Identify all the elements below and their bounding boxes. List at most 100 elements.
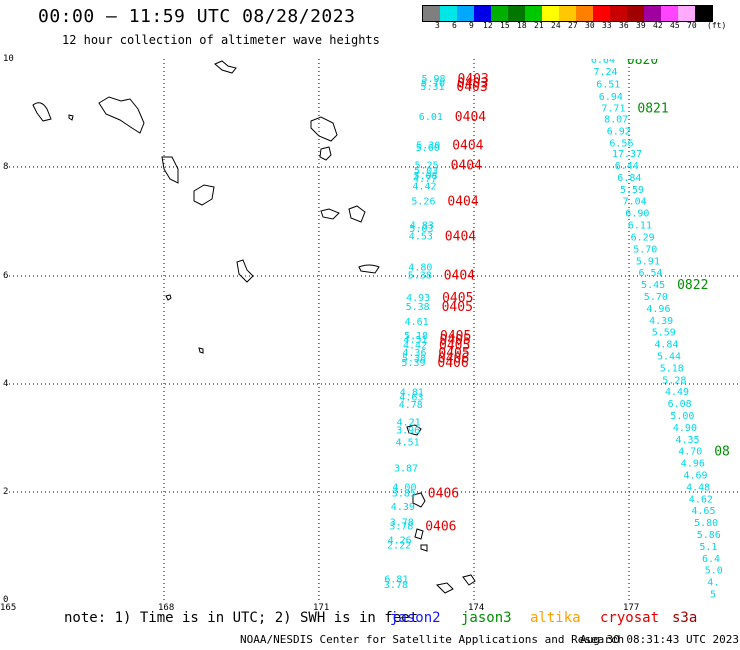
pass-time-label: 0404 [444, 268, 475, 283]
swh-value: 7.04 [623, 197, 647, 208]
swh-value: 3.85 [392, 488, 416, 499]
swh-value: 4.70 [678, 447, 702, 458]
swh-value: 6.29 [631, 232, 655, 243]
legend-jason3: jason3 [461, 610, 512, 626]
legend-altika: altika [530, 610, 581, 626]
swh-value: 5.91 [636, 256, 660, 267]
swh-value: 4.93 [406, 293, 430, 304]
page-subtitle: 12 hour collection of altimeter wave hei… [62, 33, 380, 47]
color-scale-label: 9 [469, 21, 474, 30]
swh-value: 4.65 [691, 506, 715, 517]
pass-time-label: 0403 [456, 80, 487, 95]
pass-time-label: 0820 [627, 59, 658, 68]
swh-value: 4.00 [392, 482, 416, 493]
swh-value: 5.03 [409, 224, 433, 235]
swh-value: 5.26 [411, 197, 435, 208]
swh-value: 4.78 [399, 400, 423, 411]
swh-value: 4.53 [409, 231, 433, 242]
swh-value: 5.38 [402, 354, 426, 365]
swh-value: 5.59 [620, 185, 644, 196]
swh-value: 5 [710, 590, 716, 601]
swh-value: 3.87 [394, 464, 418, 475]
swh-value: 4.49 [665, 387, 689, 398]
pass-time-label: 0405 [442, 300, 473, 315]
y-tick-10: 10 [3, 54, 14, 64]
swh-value: 5.59 [652, 328, 676, 339]
swh-value: 6.92 [607, 126, 631, 137]
color-swatch [559, 6, 576, 21]
swh-value: 5.70 [644, 292, 668, 303]
swh-value: 6.4 [702, 554, 720, 565]
color-swatch [576, 6, 593, 21]
swh-value: 4.42 [413, 182, 437, 193]
pass-time-label: 08 [714, 445, 730, 460]
color-scale-label: 3 [435, 21, 440, 30]
swh-value: 5.31 [420, 82, 444, 93]
swh-value: 4.84 [654, 340, 678, 351]
pass-time-label: 0406 [425, 519, 456, 534]
swh-value: 3.96 [396, 426, 420, 437]
legend-s3a: s3a [672, 610, 698, 626]
pass-time-label: 0406 [438, 352, 469, 367]
swh-value: 6.01 [419, 112, 443, 123]
y-tick-2: 2 [3, 487, 9, 497]
color-swatch [440, 6, 457, 21]
footer-timestamp: Aug 30 08:31:43 UTC 2023 [580, 633, 739, 646]
swh-value: 4. [707, 578, 719, 589]
legend-jason2: jason2 [390, 610, 441, 626]
pass-time-label: 0403 [458, 72, 489, 87]
swh-value: 6.44 [615, 161, 639, 172]
swh-value: 6.84 [617, 173, 641, 184]
pass-time-label: 0405 [440, 333, 471, 348]
swh-value: 5.39 [401, 358, 425, 369]
color-swatch [627, 6, 644, 21]
swh-value: 6.64 [591, 59, 615, 66]
swh-value: 4.35 [676, 435, 700, 446]
swh-value: 6.56 [609, 138, 633, 149]
swh-value: 4.90 [673, 423, 697, 434]
pass-time-label: 0405 [438, 346, 469, 361]
swh-value: 5.00 [670, 411, 694, 422]
pass-time-label: 0404 [451, 159, 482, 174]
swh-value: 4.36 [402, 348, 426, 359]
pass-time-label: 0822 [677, 278, 708, 293]
swh-value: 5.38 [408, 270, 432, 281]
color-swatch [678, 6, 695, 21]
color-swatch [542, 6, 559, 21]
swh-value: 5.38 [406, 302, 430, 313]
swh-value: 5.86 [697, 530, 721, 541]
swh-value: 3.78 [390, 518, 414, 529]
swh-value: 4.96 [646, 304, 670, 315]
swh-value: 3.78 [389, 521, 413, 532]
swh-value: 4.48 [686, 482, 710, 493]
color-scale-labels: 3 6 9 12 15 18 21 24 27 30 33 36 39 42 45 70 (ft) [422, 21, 740, 33]
y-tick-6: 6 [3, 271, 9, 281]
color-scale-bar [422, 5, 713, 22]
swh-value: 5.70 [421, 78, 445, 89]
swh-value: 4.83 [410, 221, 434, 232]
color-scale-label: 6 [452, 21, 457, 30]
island-outlines [32, 60, 476, 594]
y-tick-0: 0 [3, 595, 9, 605]
swh-value: 6.90 [625, 209, 649, 220]
color-scale-label: 42 [653, 21, 663, 30]
swh-value: 4.39 [649, 316, 673, 327]
color-scale-label: 36 [619, 21, 629, 30]
swh-value: 6.11 [628, 221, 652, 232]
swh-value: 5.45 [641, 280, 665, 291]
color-swatch [610, 6, 627, 21]
swh-value: 4.81 [400, 388, 424, 399]
swh-value: 5.03 [414, 166, 438, 177]
y-tick-4: 4 [3, 379, 9, 389]
swh-value: 4.63 [399, 393, 423, 404]
color-swatch [423, 6, 440, 21]
pass-time-label: 0821 [637, 102, 668, 117]
x-tick-165: 165 [0, 603, 17, 613]
footer-credit: NOAA/NESDIS Center for Satellite Applica… [240, 633, 625, 646]
x-tick-177: 177 [623, 603, 640, 613]
swh-value: 5.25 [415, 161, 439, 172]
color-scale-label: 18 [517, 21, 527, 30]
pass-time-label: 0405 [442, 291, 473, 306]
wave-height-map[interactable]: 5.98 0403 5.70 0403 5.31 0403 6.01 0404 5.30 0404… [9, 59, 740, 600]
swh-value: 4.51 [396, 438, 420, 449]
